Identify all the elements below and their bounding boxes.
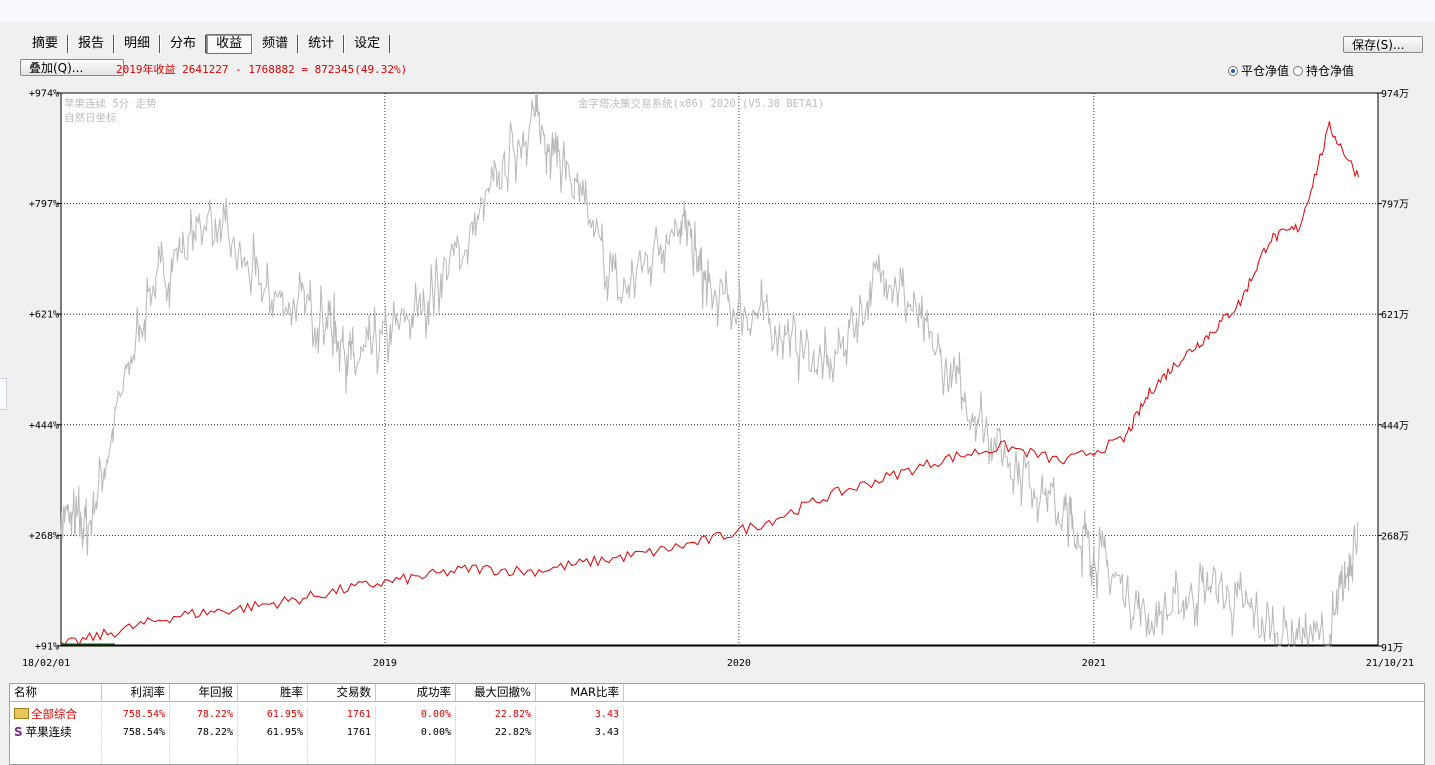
table-cell: 22.82% [456, 706, 536, 723]
table-cell: 全部综合 [10, 706, 102, 723]
table-cell: 1761 [308, 706, 376, 723]
y-left-tick-label: +444% [29, 420, 59, 431]
y-left-tick-label: +268% [29, 531, 59, 542]
s-icon: S [14, 725, 23, 739]
watermark-system: 金字塔决策交易系统(x86) 2020 (V5.30 BETA1) [578, 97, 824, 110]
axes: +974% 974万 +797% 797万 +621% 621万 +444% 444万 +268… [22, 89, 1414, 670]
table-cell: 1761 [308, 724, 376, 741]
y-right-tick-label: 621万 [1381, 310, 1409, 321]
table-cell: 0.00% [376, 724, 456, 741]
y-left-tick-label: +797% [29, 199, 59, 210]
folder-icon [14, 708, 29, 719]
y-left-tick-label: +621% [29, 310, 59, 321]
table-cell: 78.22% [170, 724, 238, 741]
tab-bar: 摘要 报告 明细 分布 收益 频谱 统计 设定 [23, 34, 391, 54]
radio-hold-label: 持仓净值 [1306, 64, 1355, 78]
column-header[interactable]: 年回报 [170, 684, 238, 701]
watermark-symbol: 苹果连续 5分 走势 [64, 97, 157, 110]
table-cell [456, 742, 536, 759]
profit-summary: 2019年收益 2641227 - 1768882 = 872345(49.32… [116, 63, 408, 76]
table-cell: 3.43 [536, 706, 624, 723]
table-cell: S 苹果连续 [10, 724, 102, 741]
column-header[interactable]: 利润率 [102, 684, 170, 701]
table-cell [456, 760, 536, 764]
table-cell [308, 760, 376, 764]
table-cell: 61.95% [238, 706, 308, 723]
equity-mode-radio-group: 平仓净值 持仓净值 [1228, 62, 1358, 79]
table-cell: 22.82% [456, 724, 536, 741]
equity-chart: +974% 974万 +797% 797万 +621% 621万 +444% 444万 +268… [22, 89, 1414, 670]
y-right-tick-label: 797万 [1381, 200, 1409, 211]
save-button[interactable]: 保存(S)... [1343, 36, 1423, 53]
radio-dot-icon[interactable] [1228, 65, 1238, 76]
table-header: 名称 利润率 年回报 胜率 交易数 成功率 最大回撤% MAR比率 [10, 684, 1424, 702]
table-cell [376, 760, 456, 764]
tab-7[interactable]: 设定 [344, 35, 391, 53]
column-header[interactable]: MAR比率 [536, 684, 624, 701]
overlay-button[interactable]: 叠加(Q)... [20, 59, 124, 76]
radio-flat-equity[interactable]: 平仓净值 [1228, 62, 1289, 79]
table-cell [170, 742, 238, 759]
left-collapse-handle[interactable] [0, 378, 7, 410]
y-right-tick-label: 268万 [1381, 531, 1409, 542]
tab-4[interactable]: 收益 [206, 34, 253, 54]
table-cell: 758.54% [102, 724, 170, 741]
radio-flat-label: 平仓净值 [1241, 64, 1290, 78]
price-series [60, 92, 1359, 647]
table-cell [170, 760, 238, 764]
table-row[interactable]: S 苹果连续 758.54% 78.22% 61.95% 1761 0.00% 22.82% 3… [10, 724, 1424, 741]
x-tick-label: 2020 [727, 658, 751, 669]
column-header[interactable]: 最大回撤% [456, 684, 536, 701]
x-tick-label: 2019 [373, 658, 397, 669]
equity-line [60, 121, 1360, 646]
column-header[interactable]: 成功率 [376, 684, 456, 701]
table-cell: 758.54% [102, 706, 170, 723]
table-row[interactable]: 全部综合 758.54% 78.22% 61.95% 1761 0.00% 22.82% 3.… [10, 706, 1424, 723]
x-tick-label: 18/02/01 [22, 658, 70, 669]
y-right-tick-label: 444万 [1381, 421, 1409, 432]
radio-hold-equity[interactable]: 持仓净值 [1293, 62, 1354, 79]
x-tick-label: 21/10/21 [1366, 658, 1414, 669]
x-tick-label: 2021 [1082, 658, 1106, 669]
price-line [60, 92, 1359, 647]
table-cell [10, 760, 102, 764]
watermark-calendar: 自然日坐标 [64, 111, 117, 124]
tab-2[interactable]: 明细 [114, 35, 161, 53]
equity-series [60, 121, 1378, 646]
y-right-tick-label: 91万 [1381, 643, 1403, 654]
table-cell [308, 742, 376, 759]
table-cell [102, 742, 170, 759]
table-cell: 61.95% [238, 724, 308, 741]
grid [61, 93, 1378, 646]
table-row-empty [10, 760, 1424, 764]
table-cell: 78.22% [170, 706, 238, 723]
column-header[interactable]: 交易数 [308, 684, 376, 701]
table-cell: 0.00% [376, 706, 456, 723]
table-cell [10, 742, 102, 759]
table-cell [102, 760, 170, 764]
plot-area [60, 92, 1379, 647]
table-cell: 3.43 [536, 724, 624, 741]
column-header[interactable]: 胜率 [238, 684, 308, 701]
table-cell [376, 742, 456, 759]
stats-table: 名称 利润率 年回报 胜率 交易数 成功率 最大回撤% MAR比率 全部综合 758.54% 78.… [9, 683, 1425, 765]
top-strip [0, 0, 1435, 23]
tab-1[interactable]: 报告 [68, 35, 115, 53]
tab-5[interactable]: 频谱 [252, 35, 299, 53]
tab-0[interactable]: 摘要 [23, 35, 69, 53]
table-cell [536, 760, 624, 764]
y-left-tick-label: +974% [29, 89, 59, 100]
table-cell [238, 760, 308, 764]
table-cell [238, 742, 308, 759]
table-cell [536, 742, 624, 759]
y-right-tick-label: 974万 [1381, 89, 1409, 100]
tab-6[interactable]: 统计 [298, 35, 345, 53]
tab-3[interactable]: 分布 [160, 35, 207, 53]
column-header[interactable]: 名称 [10, 684, 102, 701]
table-row-empty [10, 742, 1424, 759]
y-left-tick-label: +91% [35, 642, 59, 653]
radio-dot-icon[interactable] [1293, 65, 1304, 76]
